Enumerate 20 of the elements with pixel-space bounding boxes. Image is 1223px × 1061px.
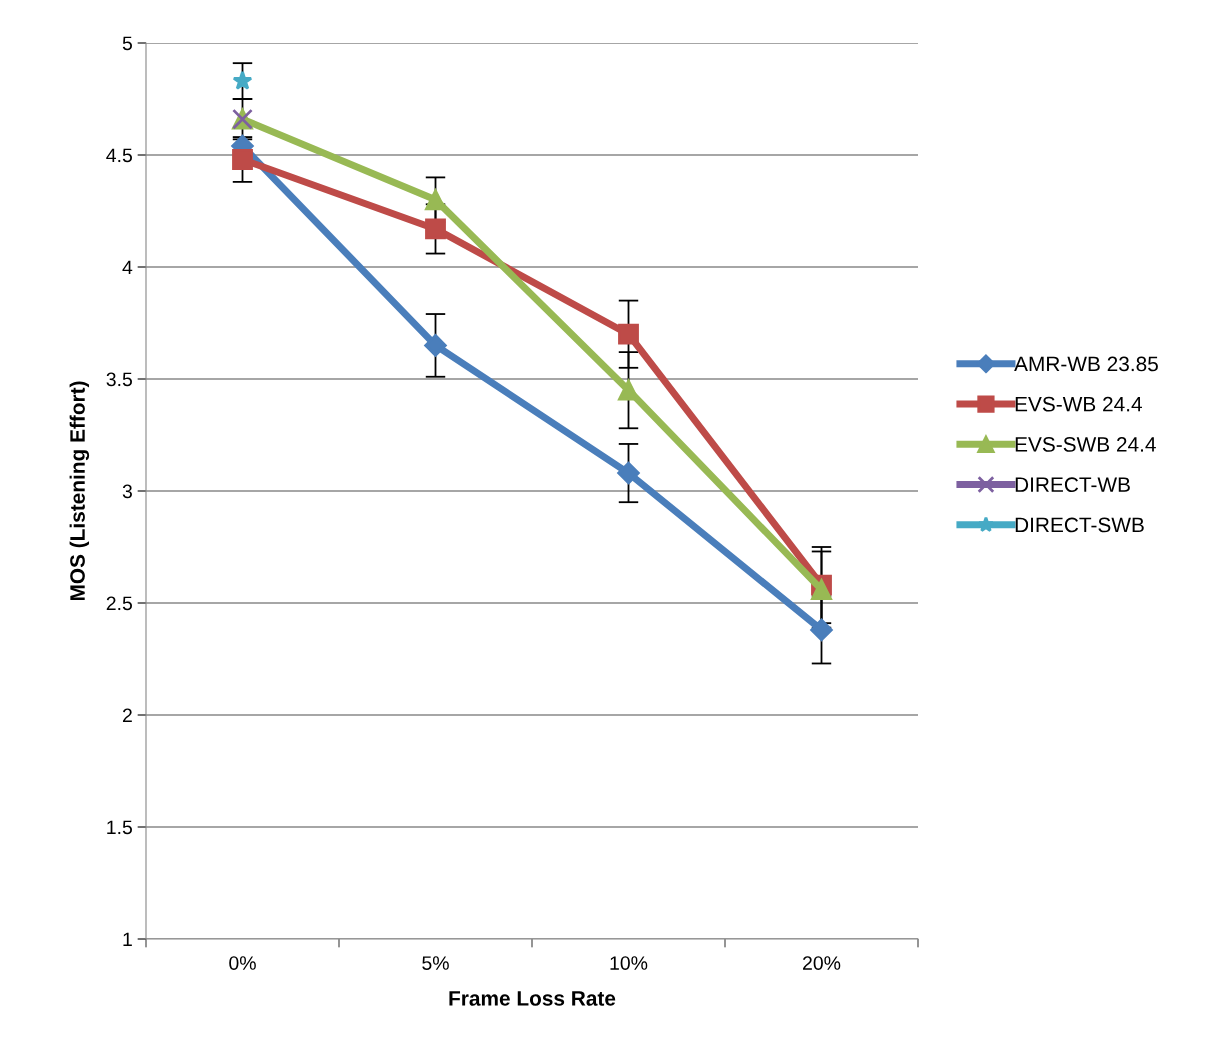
legend-label: AMR-WB 23.85: [1014, 356, 1158, 372]
y-tick-label: 3.5: [106, 372, 132, 387]
legend-label: EVS-WB 24.4: [1015, 396, 1142, 412]
y-tick-label: 1.5: [107, 820, 132, 835]
y-axis-title: MOS (Listening Effort): [69, 381, 90, 601]
y-tick-label: 5: [122, 36, 132, 51]
legend-label: DIRECT-SWB: [1015, 517, 1144, 533]
x-axis-title: Frame Loss Rate: [449, 991, 616, 1006]
x-tick-label: 0%: [229, 956, 256, 970]
y-tick-label: 4: [122, 260, 133, 275]
y-tick-label: 2: [122, 708, 132, 723]
y-tick-label: 1: [123, 932, 132, 947]
y-tick-label: 4.5: [106, 148, 132, 163]
legend-label: EVS-SWB 24.4: [1015, 437, 1156, 452]
y-tick-label: 2.5: [106, 596, 132, 611]
x-tick-label: 10%: [610, 956, 648, 970]
legend-label: DIRECT-WB: [1015, 477, 1130, 493]
y-tick-label: 3: [122, 484, 132, 499]
x-tick-label: 5%: [422, 956, 449, 970]
x-tick-label: 20%: [803, 956, 841, 970]
